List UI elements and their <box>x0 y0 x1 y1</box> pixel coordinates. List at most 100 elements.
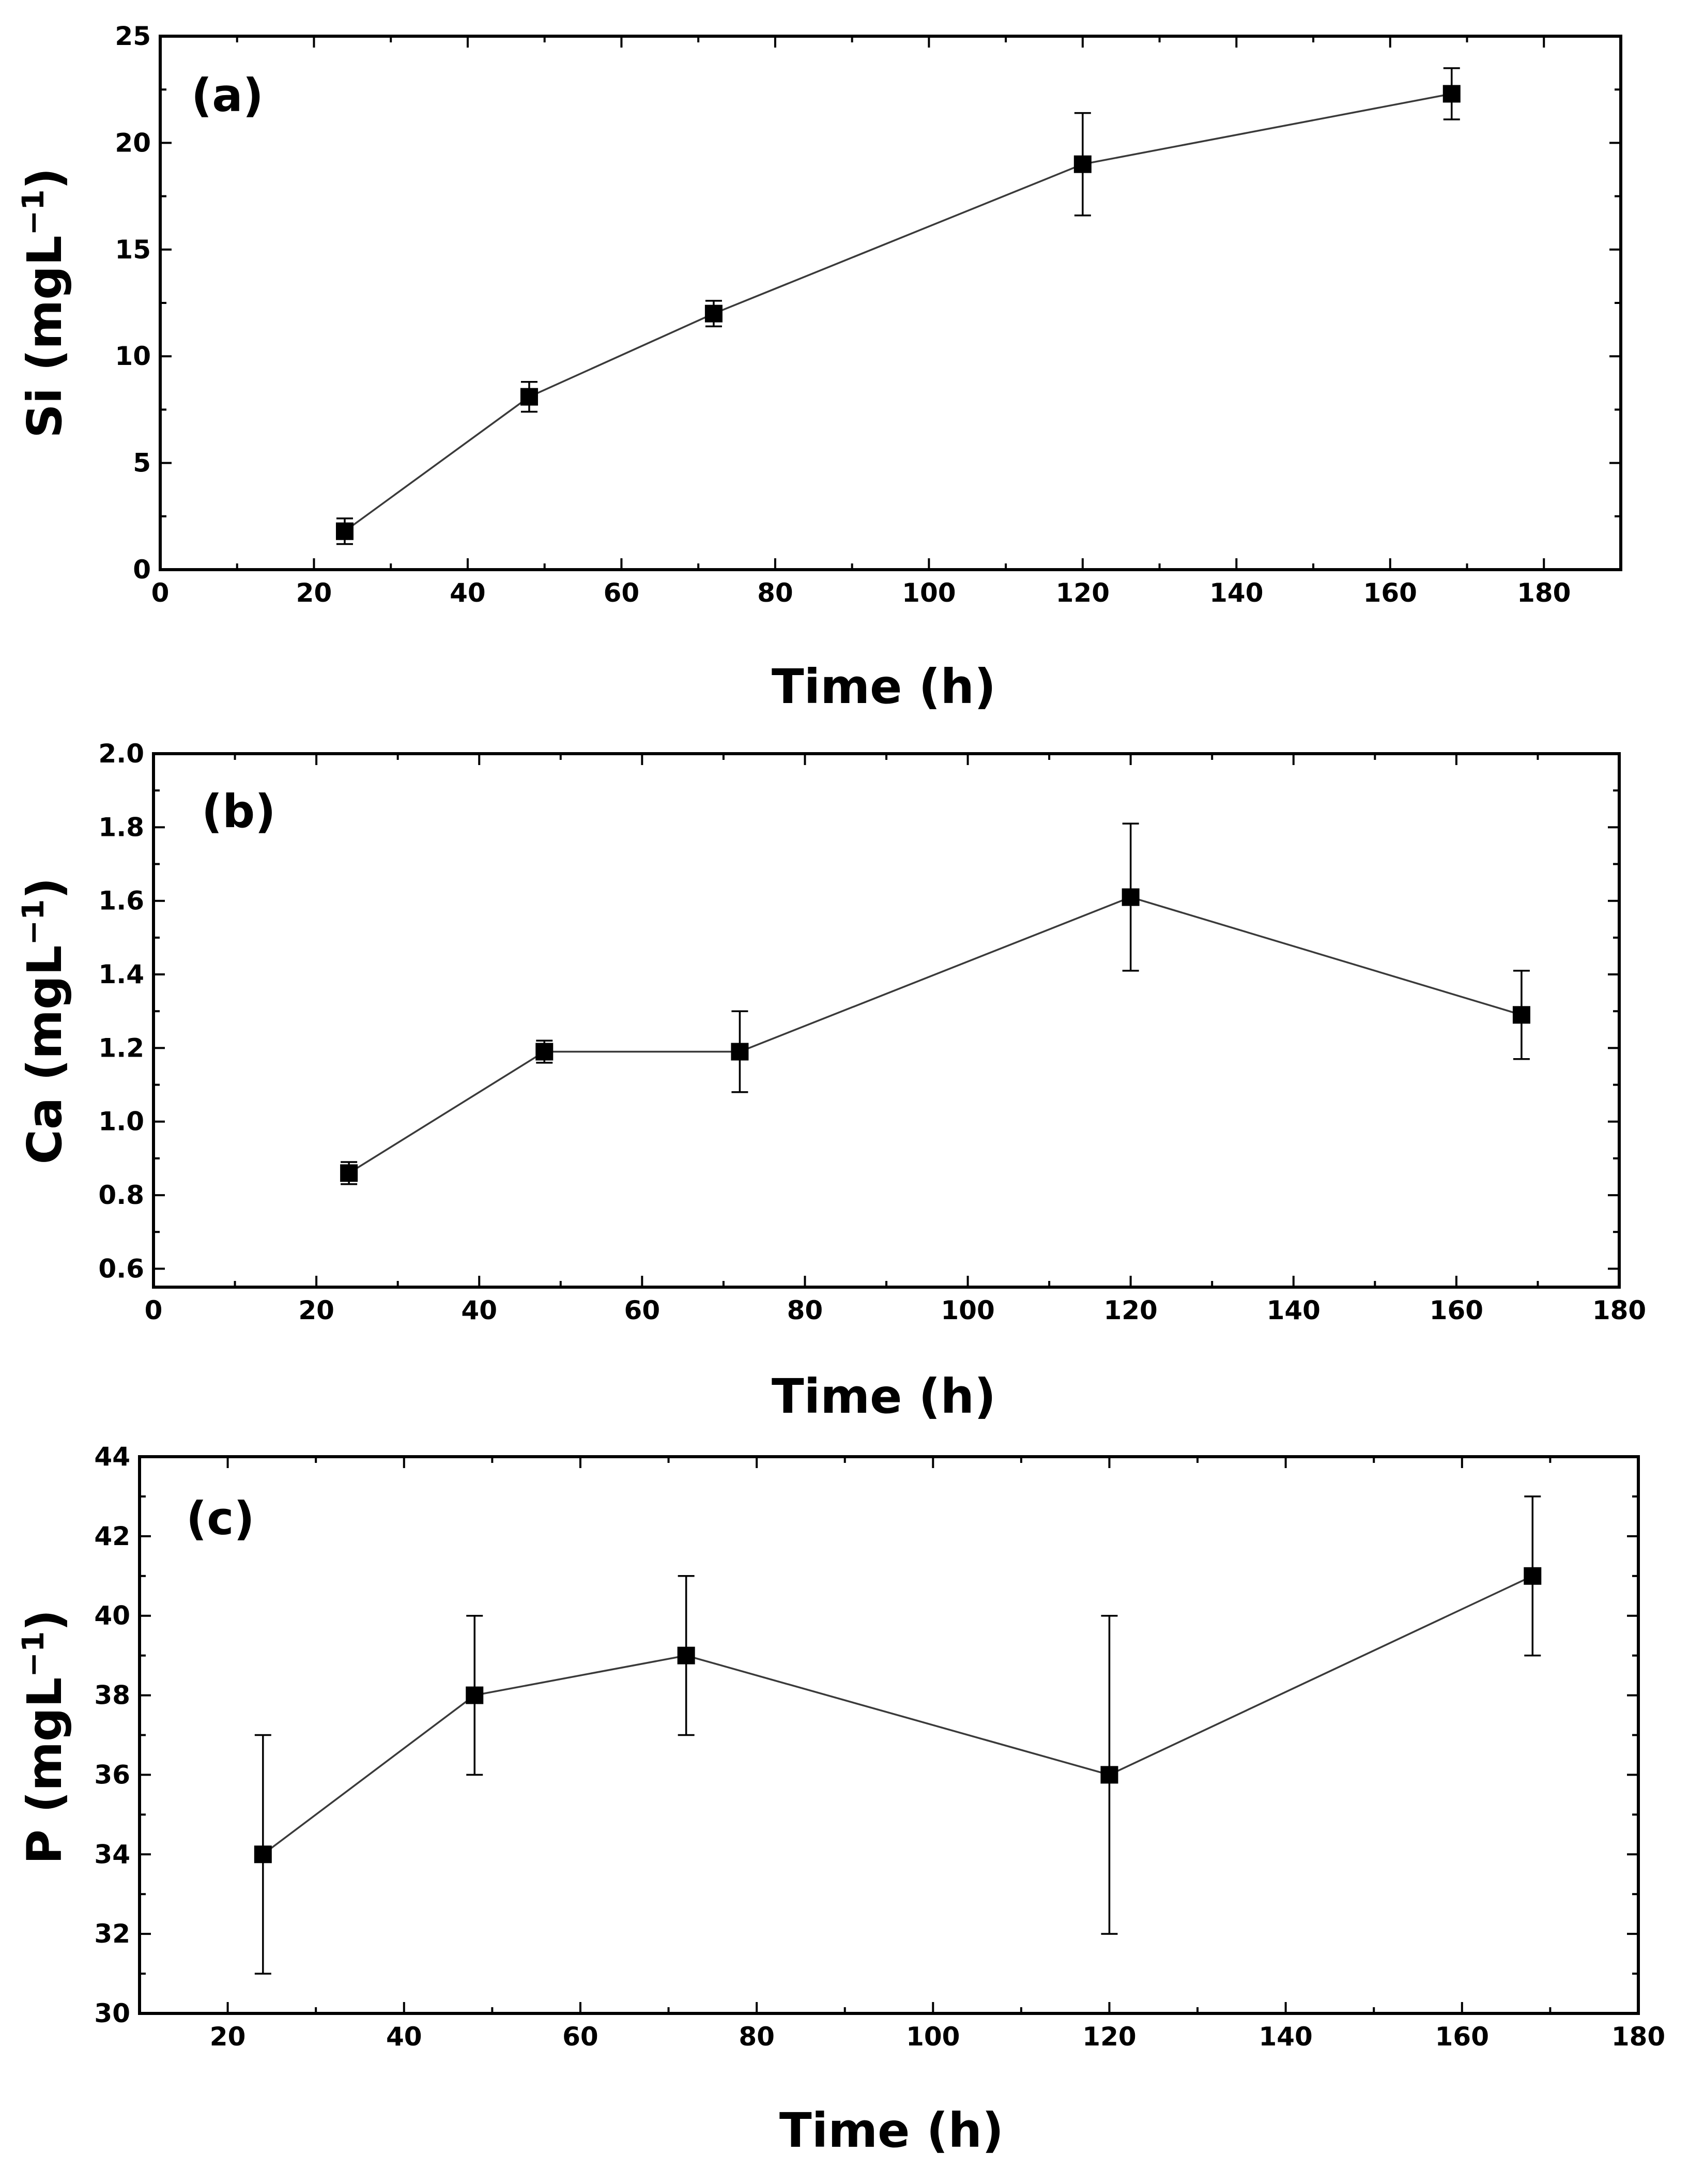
x-tick-label: 140 <box>1209 578 1263 608</box>
y-axis-title-main-b: Ca (mgL <box>17 945 72 1164</box>
x-tick-label: 80 <box>787 1295 823 1325</box>
data-point <box>340 1164 358 1182</box>
y-tick-label: 34 <box>94 1839 130 1869</box>
x-tick-label: 20 <box>210 2022 246 2052</box>
y-tick-label: 20 <box>115 128 151 158</box>
x-axis-title-a: Time (h) <box>772 659 996 714</box>
series-c <box>254 1495 1542 1975</box>
x-tick-labels-c: 20 40 60 80 100 120 140 160 180 <box>210 2022 1665 2052</box>
y-tick-label: 10 <box>115 341 151 371</box>
panel-b: 0 20 40 60 80 100 120 140 160 180 0.6 0.8 1.0 1.2 1.4… <box>16 739 1646 1424</box>
x-tick-label: 140 <box>1267 1295 1321 1325</box>
x-tick-label: 80 <box>739 2022 775 2052</box>
data-point <box>1442 85 1461 103</box>
y-tick-label: 0.6 <box>98 1254 144 1284</box>
x-tick-label: 20 <box>298 1295 334 1325</box>
y-axis-title-exp-a: −1 <box>16 189 51 235</box>
x-tick-label: 180 <box>1592 1295 1646 1325</box>
data-point <box>1100 1766 1118 1784</box>
y-axis-title-exp-c: −1 <box>16 1631 51 1677</box>
y-axis-title-close-a: ) <box>17 167 72 189</box>
y-axis-title-exp-b: −1 <box>16 899 51 945</box>
series-a <box>335 67 1461 545</box>
data-point <box>520 388 538 406</box>
x-axis-title-c: Time (h) <box>779 2103 1004 2158</box>
y-tick-label: 1.0 <box>98 1107 144 1137</box>
y-tick-label: 1.4 <box>98 959 144 989</box>
panel-label-a: (a) <box>191 69 264 122</box>
x-tick-label: 40 <box>450 578 486 608</box>
x-tick-label: 180 <box>1611 2022 1665 2052</box>
x-tick-label: 140 <box>1258 2022 1312 2052</box>
y-tick-label: 38 <box>94 1681 130 1710</box>
plot-frame-c <box>138 1455 1640 2015</box>
x-tick-label: 160 <box>1430 1295 1483 1325</box>
y-tick-label: 30 <box>94 1998 130 2028</box>
x-tick-label: 120 <box>1082 2022 1136 2052</box>
x-tick-label: 100 <box>941 1295 994 1325</box>
y-tick-label: 1.6 <box>98 886 144 916</box>
y-axis-title-close-c: ) <box>17 1610 72 1631</box>
ticks-c <box>139 1456 1639 2014</box>
ticks-b <box>152 753 1620 1287</box>
data-point <box>1524 1567 1542 1585</box>
y-tick-label: 1.8 <box>98 812 144 842</box>
x-tick-labels-a: 0 20 40 60 80 100 120 140 160 180 <box>151 578 1571 608</box>
y-tick-labels-c: 30 32 34 36 38 40 42 44 <box>94 1442 130 2028</box>
y-tick-label: 5 <box>133 448 151 478</box>
y-tick-label: 42 <box>94 1521 130 1551</box>
data-point <box>466 1686 484 1704</box>
series-line-a <box>344 93 1452 532</box>
y-tick-label: 36 <box>94 1760 130 1790</box>
x-tick-label: 20 <box>296 578 332 608</box>
series-line-b <box>348 896 1522 1174</box>
y-axis-title-a: Si (mgL−1) <box>16 167 72 438</box>
ticks-a <box>159 35 1622 571</box>
y-tick-labels-b: 0.6 0.8 1.0 1.2 1.4 1.6 1.8 2.0 <box>98 739 144 1284</box>
x-tick-label: 60 <box>624 1295 661 1325</box>
panel-c: 20 40 60 80 100 120 140 160 180 30 32 34 36 38 40 42 44… <box>16 1442 1665 2158</box>
x-tick-label: 160 <box>1363 578 1417 608</box>
y-axis-title-main-a: Si (mgL <box>17 235 72 438</box>
data-point <box>335 522 354 540</box>
x-tick-label: 60 <box>562 2022 598 2052</box>
data-point <box>1512 1006 1530 1024</box>
data-point <box>731 1043 749 1061</box>
data-point <box>535 1043 554 1061</box>
data-point <box>677 1646 695 1664</box>
x-tick-label: 40 <box>461 1295 497 1325</box>
x-tick-label: 160 <box>1435 2022 1489 2052</box>
x-tick-label: 60 <box>604 578 640 608</box>
plot-frame-b <box>152 752 1621 1289</box>
y-axis-title-c: P (mgL−1) <box>16 1610 72 1865</box>
x-tick-label: 80 <box>757 578 793 608</box>
data-point <box>704 304 723 323</box>
data-point <box>1073 155 1092 173</box>
y-tick-label: 1.2 <box>98 1033 144 1063</box>
y-tick-label: 0.8 <box>98 1180 144 1210</box>
y-tick-label: 25 <box>115 21 151 51</box>
x-tick-labels-b: 0 20 40 60 80 100 120 140 160 180 <box>145 1295 1647 1325</box>
x-tick-label: 100 <box>906 2022 960 2052</box>
data-point <box>1122 888 1140 906</box>
y-tick-label: 40 <box>94 1601 130 1631</box>
x-axis-title-b: Time (h) <box>772 1369 996 1424</box>
y-axis-title-main-c: P (mgL <box>17 1677 72 1865</box>
x-tick-label: 100 <box>902 578 956 608</box>
x-tick-label: 120 <box>1103 1295 1157 1325</box>
panel-label-c: (c) <box>186 1492 255 1545</box>
y-tick-label: 2.0 <box>98 739 144 769</box>
y-tick-label: 44 <box>94 1442 130 1472</box>
x-tick-label: 40 <box>386 2022 422 2052</box>
y-tick-labels-a: 0 5 10 15 20 25 <box>115 21 151 585</box>
y-axis-title-close-b: ) <box>17 877 72 899</box>
plot-frame-a <box>159 35 1622 571</box>
y-tick-label: 32 <box>94 1919 130 1949</box>
x-tick-label: 180 <box>1517 578 1571 608</box>
data-point <box>254 1845 272 1864</box>
y-tick-label: 0 <box>133 555 151 585</box>
x-tick-label: 120 <box>1056 578 1110 608</box>
series-line-c <box>262 1575 1533 1855</box>
